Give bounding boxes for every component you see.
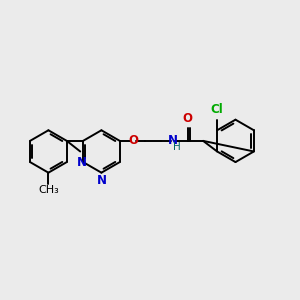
Text: CH₃: CH₃ xyxy=(38,185,59,195)
Text: N: N xyxy=(76,156,87,169)
Text: Cl: Cl xyxy=(211,103,224,116)
Text: O: O xyxy=(182,112,192,125)
Text: H: H xyxy=(173,142,181,152)
Text: N: N xyxy=(96,174,106,187)
Text: N: N xyxy=(168,134,178,147)
Text: O: O xyxy=(128,134,138,147)
